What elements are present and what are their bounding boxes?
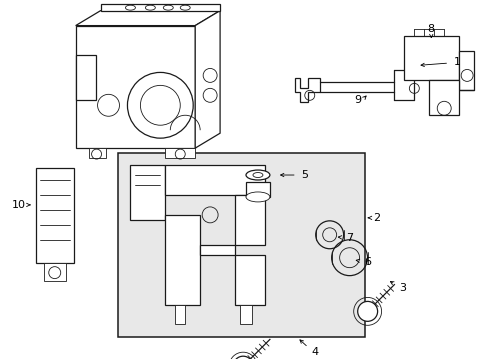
Polygon shape: [76, 55, 95, 100]
Text: 5: 5: [301, 170, 307, 180]
Polygon shape: [44, 263, 65, 280]
Polygon shape: [76, 11, 220, 26]
Polygon shape: [294, 78, 319, 102]
Text: 4: 4: [310, 347, 318, 357]
Polygon shape: [88, 148, 105, 158]
Polygon shape: [404, 36, 458, 80]
Polygon shape: [428, 80, 458, 115]
Polygon shape: [200, 245, 235, 255]
Circle shape: [357, 301, 377, 321]
Polygon shape: [195, 11, 220, 148]
Polygon shape: [36, 168, 74, 263]
Polygon shape: [76, 26, 195, 148]
Ellipse shape: [252, 172, 263, 177]
Polygon shape: [235, 255, 264, 305]
Bar: [118, 153, 364, 337]
Circle shape: [233, 356, 253, 360]
Ellipse shape: [245, 170, 269, 180]
Polygon shape: [130, 165, 165, 220]
Text: 9: 9: [353, 95, 360, 105]
Polygon shape: [458, 50, 473, 90]
Text: 6: 6: [363, 257, 370, 267]
Polygon shape: [101, 4, 220, 11]
Bar: [245, 182, 269, 197]
Text: 7: 7: [346, 233, 352, 243]
Polygon shape: [165, 148, 195, 158]
Text: 2: 2: [372, 213, 379, 223]
Polygon shape: [235, 195, 264, 245]
Text: 10: 10: [12, 200, 26, 210]
Ellipse shape: [245, 192, 269, 202]
Text: 3: 3: [398, 283, 405, 293]
Polygon shape: [165, 215, 200, 305]
Text: 1: 1: [453, 58, 460, 67]
Polygon shape: [165, 165, 264, 195]
Text: 8: 8: [427, 24, 434, 33]
Polygon shape: [240, 305, 251, 324]
Polygon shape: [175, 305, 185, 324]
